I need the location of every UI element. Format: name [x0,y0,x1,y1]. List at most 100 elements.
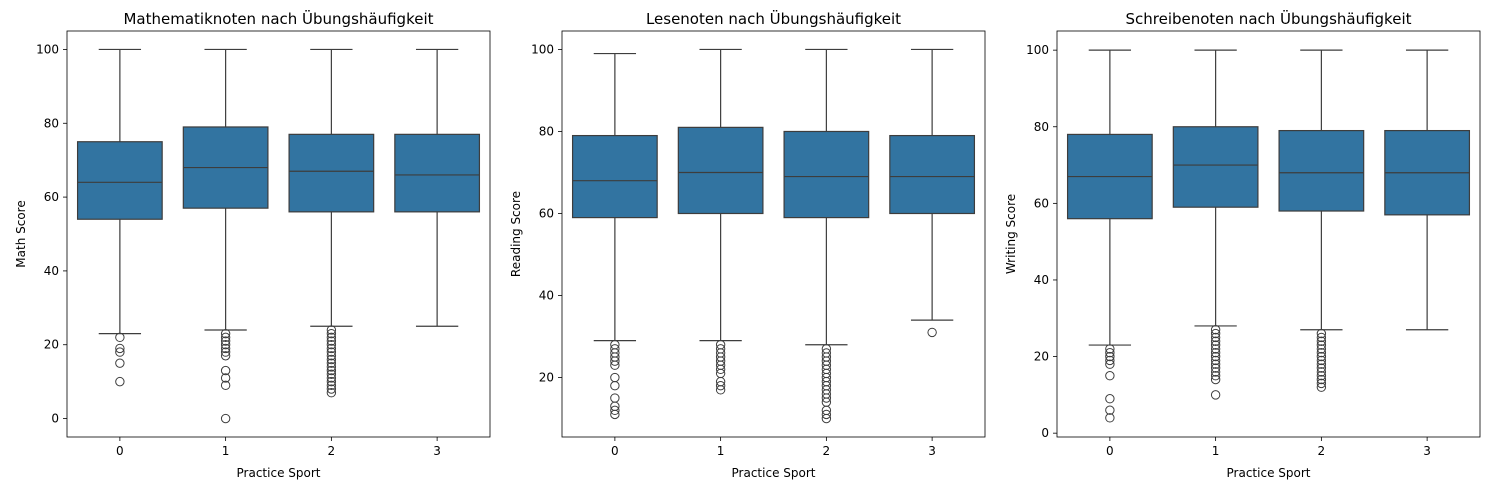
outlier-point [326,332,337,343]
outlier-point [715,385,726,395]
chart-title: Lesenoten nach Übungshäufigkeit [646,9,901,28]
box-iqr [1278,129,1365,212]
x-tick-label: 2 [328,444,336,458]
outlier-point [1210,367,1221,377]
axes-frame [561,30,986,438]
outlier-point [220,380,231,391]
y-tick-label: 100 [531,42,554,56]
reading-score-panel: Lesenoten nach Übungshäufigkeit204060801… [509,9,986,480]
outlier-point [1210,348,1221,358]
outlier-point [1316,328,1327,339]
outlier-point [1105,359,1115,369]
outlier-point [1105,344,1115,354]
x-tick-label: 1 [1212,444,1220,458]
x-axis-label: Practice Sport [237,466,321,480]
outlier-point [115,347,125,357]
outlier-point [326,351,337,361]
outlier-point [1316,378,1327,389]
writing-score-panel: Schreibenoten nach Übungshäufigkeit02040… [1004,9,1481,480]
box-iqr [76,141,163,220]
y-tick-label: 80 [44,116,59,130]
outlier-point [1316,382,1327,392]
x-tick-label: 3 [1423,444,1431,458]
x-tick-label: 3 [433,444,441,458]
y-tick-label: 40 [44,264,59,278]
outlier-point [1210,390,1221,400]
box-iqr [889,134,976,215]
outlier-point [326,369,337,379]
x-tick-label: 2 [823,444,831,458]
outlier-point [1210,363,1221,373]
outlier-point [115,358,125,368]
outlier-point [326,373,337,383]
outlier-point [1210,344,1221,354]
y-tick-label: 20 [44,338,59,352]
x-tick-label: 3 [928,444,936,458]
outlier-point [1105,355,1115,366]
outlier-point [1210,355,1221,366]
outlier-point [1316,374,1327,385]
outlier-point [1105,351,1115,362]
outlier-point [220,332,231,343]
outlier-point [1316,340,1327,350]
outlier-point [220,373,231,383]
outlier-point [1316,332,1327,343]
outlier-point [326,325,337,335]
outlier-point [326,380,337,391]
outlier-point [326,365,337,376]
outlier-point [821,409,832,420]
outlier-point [326,358,337,368]
y-tick-label: 40 [1034,273,1049,287]
box-iqr [394,133,481,213]
outlier-point [326,343,337,354]
x-axis-label: Practice Sport [732,466,816,480]
y-tick-label: 20 [1034,350,1049,364]
y-axis-label: Writing Score [1004,194,1018,274]
outlier-point [1316,336,1327,346]
outlier-point [220,351,231,361]
outlier-point [115,332,125,343]
outlier-point [326,362,337,372]
outlier-point [220,343,231,354]
outlier-point [821,413,832,424]
math-score-panel: Mathematiknoten nach Übungshäufigkeit020… [14,9,491,480]
outlier-point [1210,336,1221,346]
outlier-point [220,347,231,357]
y-tick-label: 0 [51,412,59,426]
outlier-point [326,384,337,394]
outlier-point [1105,405,1115,415]
outlier-point [715,381,726,391]
outlier-point [326,347,337,357]
axes-frame [66,30,491,438]
outlier-point [1210,328,1221,339]
outlier-point [326,328,337,339]
chart-title: Schreibenoten nach Übungshäufigkeit [1125,9,1411,28]
y-tick-label: 0 [1041,426,1049,440]
outlier-point [610,405,620,416]
outlier-point [1105,413,1115,423]
outlier-point [1210,359,1221,369]
outlier-point [610,372,620,383]
outlier-point [326,354,337,365]
y-tick-label: 80 [539,124,554,138]
outlier-point [821,393,832,403]
outlier-point [1316,355,1327,366]
outlier-point [220,336,231,346]
outlier-point [326,388,337,398]
outlier-point [326,336,337,346]
x-tick-label: 0 [1106,444,1114,458]
x-tick-label: 2 [1318,444,1326,458]
y-tick-label: 60 [44,190,59,204]
outlier-point [1316,359,1327,369]
outlier-point [610,409,620,420]
x-tick-label: 1 [717,444,725,458]
y-tick-label: 100 [36,42,59,56]
outlier-point [1316,363,1327,373]
outlier-point [1316,367,1327,377]
outlier-point [220,340,231,350]
x-axis-label: Practice Sport [1227,466,1311,480]
outlier-point [715,364,726,375]
outlier-point [1316,351,1327,362]
y-tick-label: 60 [539,206,554,220]
